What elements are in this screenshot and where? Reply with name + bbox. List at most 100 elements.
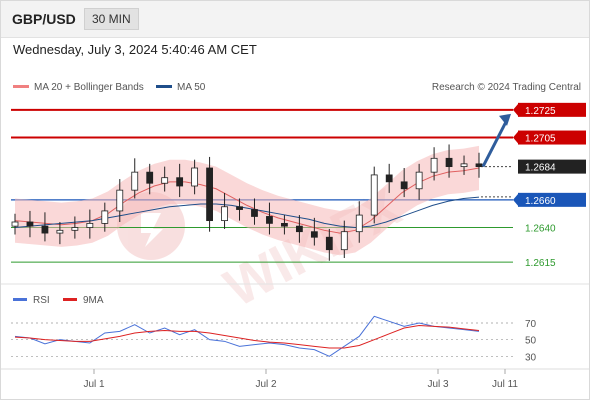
candle-body (475, 163, 483, 168)
candle-body (221, 206, 228, 222)
candle-body (176, 177, 184, 187)
candle-body (161, 177, 169, 184)
candle-body (370, 174, 378, 216)
candle (266, 202, 273, 235)
time-axis: Jul 1 Jul 2 Jul 3 Jul 11 (83, 369, 518, 390)
x-tick-label-2: Jul 3 (427, 379, 449, 390)
candle-body (41, 225, 49, 234)
candle-body (415, 171, 423, 190)
candle (11, 213, 19, 235)
legend-ma50-swatch (156, 85, 172, 88)
candle-body (101, 210, 109, 224)
legend-ma50-label: MA 50 (177, 82, 206, 93)
candle-body (146, 171, 154, 184)
rsi-series-0 (14, 315, 480, 357)
level-labels: 1.2725 1.2705 1.2684 1.2660 1.2640 1.2615 (513, 102, 586, 269)
candle-body (71, 227, 79, 231)
level-label-2: 1.2684 (525, 163, 556, 174)
candle-body (385, 174, 393, 183)
candle (460, 155, 468, 175)
candle-body (355, 214, 363, 233)
level-badge-bg (518, 102, 586, 117)
rsi-tick-label-0: 70 (525, 319, 537, 330)
legend-bollinger-swatch (13, 85, 29, 88)
candle-body (430, 157, 438, 173)
level-label-0: 1.2725 (525, 106, 556, 117)
candle (161, 166, 169, 192)
candle (131, 158, 139, 199)
level-badge-bg (518, 130, 586, 145)
candle-body (281, 222, 288, 227)
bollinger-band-area (15, 145, 479, 256)
candle (385, 163, 393, 193)
level-badge-pointer (513, 192, 519, 207)
candle (400, 168, 408, 198)
candle-body (295, 225, 303, 233)
candle (370, 166, 378, 224)
candle (281, 215, 288, 235)
candle-body (116, 189, 124, 212)
candle-body (325, 236, 333, 251)
level-badge-bg (518, 159, 586, 174)
level-badge-pointer (513, 130, 519, 145)
candle (191, 159, 199, 195)
candle-body (191, 167, 199, 187)
candle-body (206, 167, 213, 222)
level-label-3: 1.2660 (525, 196, 556, 207)
candle (116, 179, 124, 222)
candle-body (11, 221, 19, 227)
candle (101, 202, 109, 232)
level-badge-3: 1.2660 (513, 192, 586, 207)
candle (251, 198, 258, 225)
bollinger-band (15, 145, 479, 256)
candle-body (131, 171, 139, 191)
level-badge-2: 1.2684 (518, 159, 586, 174)
candle (71, 216, 79, 239)
rsi-tick-label-1: 50 (525, 336, 537, 347)
candle (340, 220, 348, 258)
legend-9ma-swatch (63, 298, 77, 301)
x-tick-label-0: Jul 1 (83, 379, 105, 390)
level-badge-0: 1.2725 (513, 102, 586, 117)
candle (146, 163, 154, 195)
candle-body (445, 157, 453, 168)
candle (310, 217, 318, 246)
candle-body (400, 181, 408, 190)
candle-body (56, 229, 64, 234)
level-label-1: 1.2705 (525, 134, 556, 145)
candle (56, 222, 64, 245)
level-badge-pointer (513, 102, 519, 117)
candle (355, 201, 363, 243)
price-candles (11, 144, 483, 261)
legend-bollinger-label: MA 20 + Bollinger Bands (34, 82, 144, 93)
level-badge-bg (518, 192, 586, 207)
copyright-text: Research © 2024 Trading Central (432, 82, 581, 93)
chart-legend: MA 20 + Bollinger Bands MA 50 Research ©… (13, 82, 581, 93)
candle-body (236, 206, 243, 210)
candle (295, 215, 303, 243)
candle (41, 212, 49, 242)
candle (221, 192, 228, 229)
candle (86, 209, 94, 239)
level-label-5: 1.2615 (525, 258, 556, 269)
candle-body (26, 221, 34, 227)
currency-pair: GBP/USD (12, 11, 76, 27)
chart-datetime: Wednesday, July 3, 2024 5:40:46 AM CET (13, 42, 257, 57)
rsi-panel: 70 50 30 (11, 315, 537, 363)
rsi-series-1 (14, 324, 480, 349)
candle (415, 163, 423, 200)
legend-rsi-swatch (13, 298, 27, 301)
candle (26, 210, 34, 238)
candle-body (310, 231, 318, 238)
candle (236, 198, 243, 221)
forecast-arrow (481, 113, 511, 168)
x-tick-label-3: Jul 11 (492, 379, 518, 390)
candle (176, 163, 184, 198)
moving-averages (14, 167, 480, 234)
timeframe-button[interactable]: 30 MIN (84, 8, 139, 30)
candle (206, 156, 213, 232)
candle (325, 228, 333, 261)
candle-body (251, 209, 258, 217)
legend-rsi-label: RSI (33, 295, 50, 306)
